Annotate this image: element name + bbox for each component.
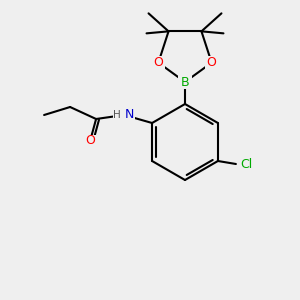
Text: O: O: [85, 134, 95, 148]
Text: B: B: [181, 76, 189, 88]
Text: Cl: Cl: [240, 158, 252, 170]
Bar: [205, 56, 218, 69]
Text: O: O: [207, 56, 217, 69]
Text: O: O: [153, 56, 163, 69]
Text: N: N: [125, 109, 134, 122]
Bar: [113, 108, 135, 122]
Bar: [237, 157, 255, 171]
Bar: [84, 134, 97, 148]
Bar: [152, 56, 165, 69]
Text: H: H: [113, 110, 121, 120]
Bar: [178, 75, 192, 89]
